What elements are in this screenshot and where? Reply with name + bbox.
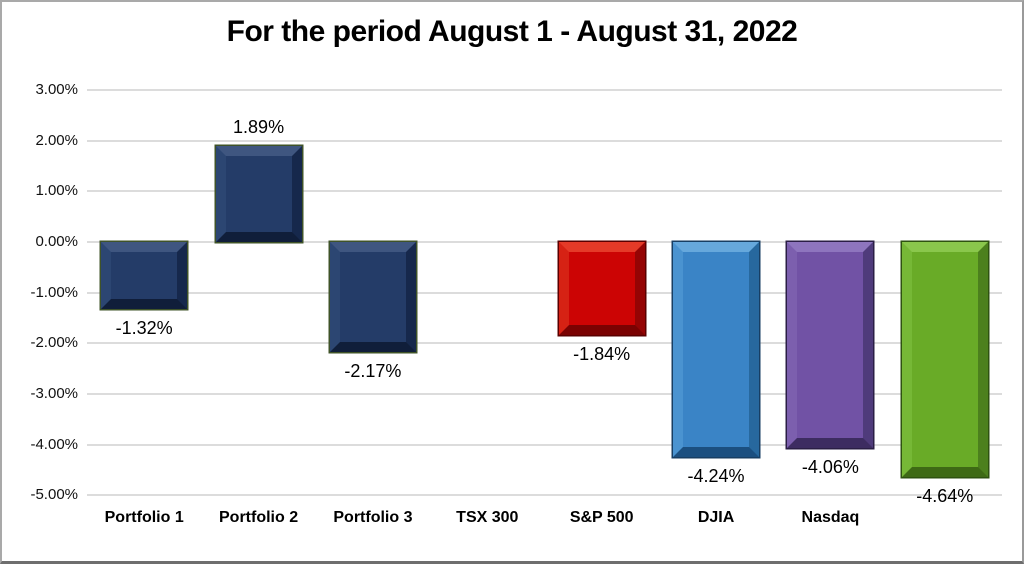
x-axis-category-label: Portfolio 2	[219, 509, 299, 526]
x-axis-category-label: TSX 300	[456, 509, 519, 526]
x-axis-category-label: Portfolio 1	[104, 509, 184, 526]
bar-nasdaq	[787, 242, 874, 448]
x-axis-category-label: DJIA	[697, 509, 735, 526]
y-axis-tick-label: 2.00%	[35, 131, 78, 149]
y-axis-tick-label: -2.00%	[30, 334, 78, 352]
gridline	[87, 89, 1002, 92]
gridline	[87, 139, 1002, 142]
bar-unlabeled-8	[901, 242, 988, 477]
bar-s-p-500	[558, 242, 645, 336]
gridline	[87, 241, 1002, 243]
x-axis-category-label: Portfolio 3	[333, 509, 413, 526]
gridline	[87, 190, 1002, 193]
bar-portfolio-3	[329, 242, 416, 352]
y-axis-tick-label: 3.00%	[35, 81, 78, 99]
gridline	[87, 342, 1002, 345]
bar-portfolio-1	[101, 242, 188, 309]
y-axis-tick-label: -1.00%	[30, 283, 78, 301]
gridline	[87, 443, 1002, 446]
bar-data-label: -2.17%	[344, 360, 402, 381]
gridline	[87, 291, 1002, 294]
bar-data-label: 1.89%	[233, 117, 285, 138]
bar-djia	[673, 242, 760, 457]
y-axis-tick-label: -5.00%	[30, 486, 78, 504]
bar-data-label: -4.06%	[801, 456, 859, 477]
y-axis-tick-label: -3.00%	[30, 384, 78, 402]
chart-title: For the period August 1 - August 31, 202…	[226, 15, 798, 48]
bar-portfolio-2	[215, 146, 302, 242]
gridline	[87, 392, 1002, 395]
x-axis-category-label: Nasdaq	[801, 509, 860, 526]
bar-data-label: -1.84%	[573, 344, 631, 365]
bar-data-label: -1.32%	[115, 317, 173, 338]
x-axis-category-label: S&P 500	[569, 509, 634, 526]
y-axis-tick-label: -4.00%	[30, 435, 78, 453]
y-axis-tick-label: 0.00%	[35, 233, 78, 250]
gridline	[87, 494, 1002, 497]
bar-data-label: -4.24%	[687, 465, 745, 486]
bar-data-label: -4.64%	[916, 485, 974, 506]
y-axis-tick-label: 1.00%	[35, 182, 78, 200]
